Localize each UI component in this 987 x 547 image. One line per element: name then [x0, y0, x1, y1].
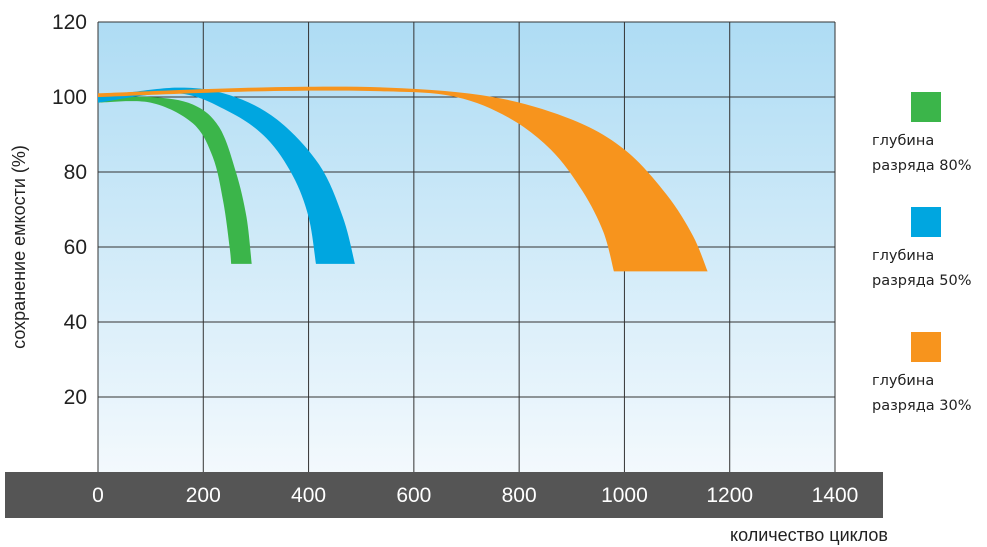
y-tick-label: 120	[52, 11, 87, 34]
series-band-1	[98, 96, 252, 264]
legend: глубина разряда 80% глубина разряда 50% глуб…	[872, 92, 971, 414]
series-band-3	[98, 86, 708, 272]
x-tick-labels: 0 200 400 600 800 1000 1200 1400	[92, 484, 858, 507]
y-axis-title: сохранение емкости (%)	[9, 145, 29, 349]
legend-swatch	[911, 332, 941, 362]
grid	[97, 21, 836, 472]
x-axis-title: количество циклов	[730, 525, 888, 545]
legend-swatch	[911, 207, 941, 237]
x-axis-bar	[5, 472, 883, 518]
x-tick-label: 1200	[706, 484, 753, 507]
x-tick-label: 400	[291, 484, 326, 507]
x-tick-label: 800	[502, 484, 537, 507]
y-tick-labels: 20 40 60 80 100 120	[52, 11, 87, 409]
x-tick-label: 600	[396, 484, 431, 507]
x-tick-label: 200	[186, 484, 221, 507]
legend-swatch	[911, 92, 941, 122]
x-tick-label: 1000	[601, 484, 648, 507]
legend-label: глубина	[872, 133, 934, 149]
y-tick-label: 100	[52, 86, 87, 109]
y-tick-label: 80	[64, 161, 87, 184]
y-tick-label: 20	[64, 386, 87, 409]
data-bands	[98, 86, 708, 272]
y-tick-label: 60	[64, 236, 87, 259]
legend-label: разряда 80%	[872, 158, 971, 174]
legend-label: глубина	[872, 373, 934, 389]
x-tick-label: 0	[92, 484, 104, 507]
y-tick-label: 40	[64, 311, 87, 334]
legend-label: глубина	[872, 248, 934, 264]
legend-label: разряда 30%	[872, 398, 971, 414]
x-tick-label: 1400	[812, 484, 859, 507]
series-band-2	[98, 87, 355, 264]
legend-label: разряда 50%	[872, 273, 971, 289]
